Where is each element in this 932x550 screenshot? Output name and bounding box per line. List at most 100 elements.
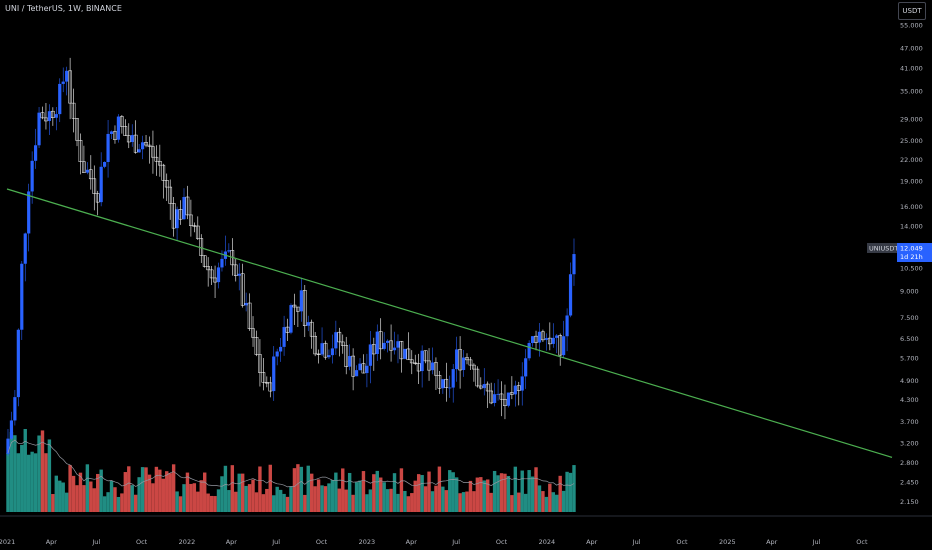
volume-bar xyxy=(537,485,542,512)
candle xyxy=(272,346,276,401)
candle xyxy=(330,334,335,364)
volume-bar xyxy=(334,472,338,512)
y-tick-label: 2.800 xyxy=(900,459,919,467)
candle xyxy=(572,238,576,286)
candle xyxy=(244,292,248,312)
candle xyxy=(568,262,573,318)
candle xyxy=(430,347,435,375)
candle xyxy=(327,349,331,359)
y-tick-label: 16.000 xyxy=(900,203,923,211)
volume-bar xyxy=(99,469,103,512)
candle xyxy=(448,375,452,398)
volume-bar xyxy=(548,483,552,512)
candle xyxy=(334,320,338,355)
candle xyxy=(496,379,500,401)
volume-bar xyxy=(454,477,459,512)
candle xyxy=(140,135,145,160)
y-tick-label: 4.900 xyxy=(900,377,919,385)
x-tick-label: Apr xyxy=(226,538,238,546)
volume-bar xyxy=(420,475,424,512)
candle xyxy=(233,258,238,282)
volume-bar xyxy=(123,472,128,512)
volume-bar xyxy=(430,491,435,512)
volume-bar xyxy=(244,485,248,512)
volume-bar xyxy=(303,494,307,512)
volume-bar xyxy=(375,470,379,512)
volume-bar xyxy=(106,492,110,512)
y-tick-label: 14.000 xyxy=(900,222,923,230)
volume-bar xyxy=(437,466,442,512)
volume-bar xyxy=(320,485,324,512)
candle xyxy=(565,308,569,352)
volume-bar xyxy=(227,490,231,512)
volume-bar xyxy=(530,476,535,512)
x-tick-label: Apr xyxy=(766,538,778,546)
volume-bar xyxy=(230,465,235,512)
y-tick-label: 55.000 xyxy=(900,21,923,29)
candle xyxy=(282,315,286,356)
candle xyxy=(489,382,494,405)
candle xyxy=(178,200,183,225)
candle xyxy=(251,316,255,347)
candle xyxy=(503,384,507,420)
x-tick-label: Oct xyxy=(136,538,148,546)
candle xyxy=(392,331,397,355)
candle xyxy=(58,78,62,123)
currency-button[interactable]: USDT xyxy=(898,2,926,20)
volume-bar xyxy=(113,487,117,512)
candle xyxy=(468,356,473,371)
candle xyxy=(558,333,563,366)
candle xyxy=(465,353,469,365)
volume-bar xyxy=(37,435,41,512)
y-tick-label: 29.000 xyxy=(900,115,923,123)
candle xyxy=(109,130,114,139)
volume-bar xyxy=(92,488,96,512)
candle xyxy=(451,363,455,403)
candle xyxy=(85,162,89,175)
candle xyxy=(351,348,355,391)
candle xyxy=(103,161,107,169)
candle xyxy=(437,370,442,394)
candle xyxy=(113,125,117,144)
candle xyxy=(499,381,504,417)
volume-bar xyxy=(133,494,138,512)
volume-bar xyxy=(216,489,221,512)
volume-bar xyxy=(472,491,476,512)
volume-bar xyxy=(468,480,473,512)
candle xyxy=(71,88,76,133)
volume-bar xyxy=(140,467,145,512)
candle xyxy=(354,365,359,377)
candle xyxy=(258,339,262,387)
volume-bar xyxy=(51,494,55,512)
volume-bar xyxy=(44,453,48,512)
volume-bar xyxy=(358,480,362,512)
volume-bar xyxy=(289,486,293,512)
volume-bar xyxy=(6,452,10,512)
candle xyxy=(493,383,497,407)
y-tick-label: 25.000 xyxy=(900,137,923,145)
y-tick-label: 4.300 xyxy=(900,396,919,404)
volume-bar xyxy=(351,494,355,512)
volume-bar xyxy=(102,496,107,512)
candle xyxy=(285,318,290,341)
candle xyxy=(168,179,173,220)
candle xyxy=(441,379,445,394)
candle xyxy=(530,336,535,347)
x-tick-label: Oct xyxy=(316,538,328,546)
candle xyxy=(116,114,121,143)
candle xyxy=(95,190,100,216)
volume-bar xyxy=(506,475,511,512)
candle xyxy=(340,334,345,354)
candle xyxy=(164,173,169,201)
x-tick-label: Jul xyxy=(812,538,821,546)
candle xyxy=(478,377,483,390)
volume-bar xyxy=(109,480,114,512)
candle xyxy=(562,320,566,359)
candle xyxy=(313,331,317,357)
candle xyxy=(458,336,462,389)
volume-bar xyxy=(496,475,500,512)
candle xyxy=(396,334,400,364)
candle xyxy=(237,263,241,291)
volume-bar xyxy=(482,480,486,512)
